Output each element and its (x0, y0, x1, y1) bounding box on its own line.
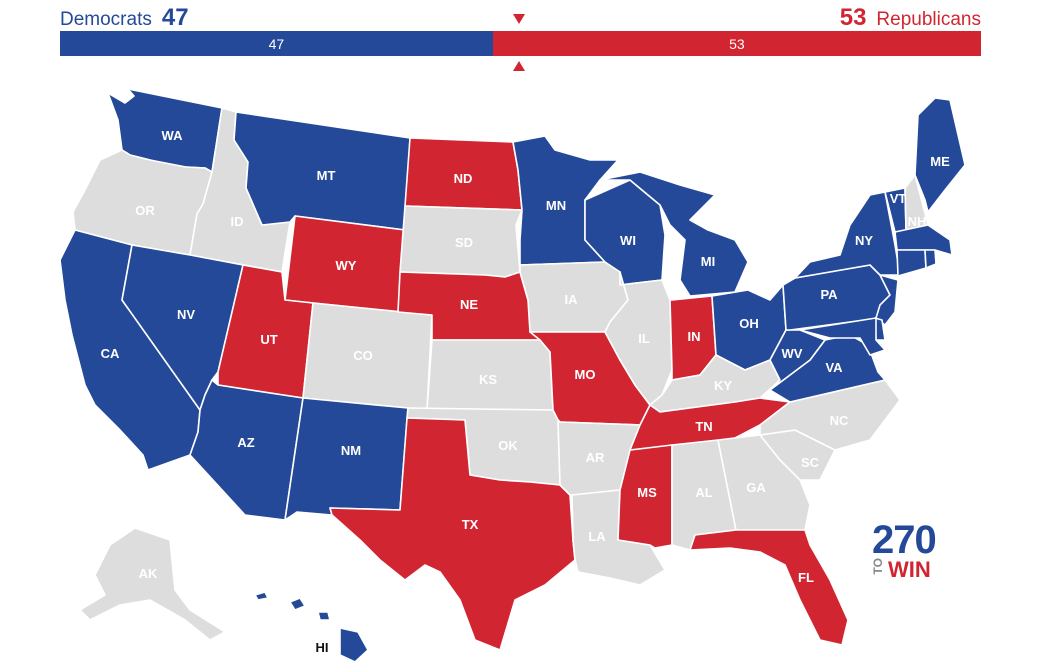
label-nc: NC (830, 413, 849, 428)
label-ga: GA (746, 480, 766, 495)
label-ms: MS (637, 485, 657, 500)
label-ks: KS (479, 372, 497, 387)
republicans-bar-segment[interactable]: 53 (492, 31, 981, 56)
label-mt: MT (317, 168, 336, 183)
label-ok: OK (498, 438, 518, 453)
state-ri[interactable] (924, 249, 937, 269)
logo-number: 270 (872, 518, 937, 562)
label-wy: WY (336, 258, 357, 273)
democrats-count: 47 (161, 4, 189, 31)
state-hi[interactable] (254, 591, 369, 663)
label-sd: SD (455, 235, 473, 250)
label-oh: OH (739, 316, 759, 331)
label-ut: UT (260, 332, 277, 347)
logo-win: WIN (888, 557, 931, 582)
label-mi: MI (701, 254, 715, 269)
label-al: AL (695, 485, 712, 500)
label-az: AZ (237, 435, 254, 450)
logo-to: TO (871, 558, 885, 575)
democrats-bar-segment[interactable]: 47 (60, 31, 493, 56)
label-tx: TX (462, 517, 479, 532)
state-az[interactable] (189, 379, 304, 521)
label-ny: NY (855, 233, 873, 248)
us-senate-map: WA OR CA ID NV MT WY UT AZ CO NM ND SD N… (59, 88, 966, 663)
republicans-count: 53 (839, 4, 867, 31)
label-co: CO (353, 348, 373, 363)
label-va: VA (825, 360, 843, 375)
state-nm[interactable] (284, 397, 409, 521)
label-wi: WI (620, 233, 636, 248)
label-nd: ND (454, 171, 473, 186)
label-fl: FL (798, 570, 814, 585)
label-ia: IA (565, 292, 579, 307)
state-fl[interactable] (689, 529, 849, 646)
label-ak: AK (139, 566, 158, 581)
label-id: ID (231, 214, 244, 229)
label-sc: SC (801, 455, 820, 470)
label-ca: CA (101, 346, 120, 361)
label-in: IN (688, 329, 701, 344)
label-wv: WV (782, 346, 803, 361)
state-ct[interactable] (896, 249, 927, 277)
label-me: ME (930, 154, 950, 169)
label-nm: NM (341, 443, 361, 458)
label-tn: TN (695, 419, 712, 434)
label-ky: KY (714, 378, 732, 393)
label-mo: MO (575, 367, 596, 382)
state-ny[interactable] (794, 191, 901, 279)
label-ne: NE (460, 297, 478, 312)
label-nh: NH (908, 214, 927, 229)
label-vt: VT (890, 191, 907, 206)
state-me[interactable] (914, 97, 966, 213)
seat-balance-bar: 47 53 (60, 31, 981, 56)
state-md[interactable] (799, 317, 886, 356)
label-wa: WA (162, 128, 184, 143)
majority-marker-top-icon (513, 14, 525, 24)
democrats-label: Democrats (60, 9, 152, 30)
democrats-tally: Democrats 47 (60, 4, 189, 32)
majority-marker-bottom-icon (513, 61, 525, 71)
republicans-label: Republicans (876, 9, 981, 30)
label-ar: AR (586, 450, 605, 465)
label-la: LA (588, 529, 606, 544)
state-tx[interactable] (329, 417, 576, 651)
label-pa: PA (820, 287, 838, 302)
270towin-logo: 270 TO WIN (871, 518, 952, 590)
label-hi: HI (316, 640, 329, 655)
label-or: OR (135, 203, 155, 218)
state-mi[interactable] (599, 171, 749, 297)
state-ak[interactable] (79, 527, 226, 641)
label-il: IL (638, 331, 650, 346)
republicans-tally: 53 Republicans (840, 4, 981, 32)
label-mn: MN (546, 198, 566, 213)
label-nv: NV (177, 307, 195, 322)
senate-tally-header: Democrats 47 53 Republicans 47 53 (60, 0, 981, 71)
